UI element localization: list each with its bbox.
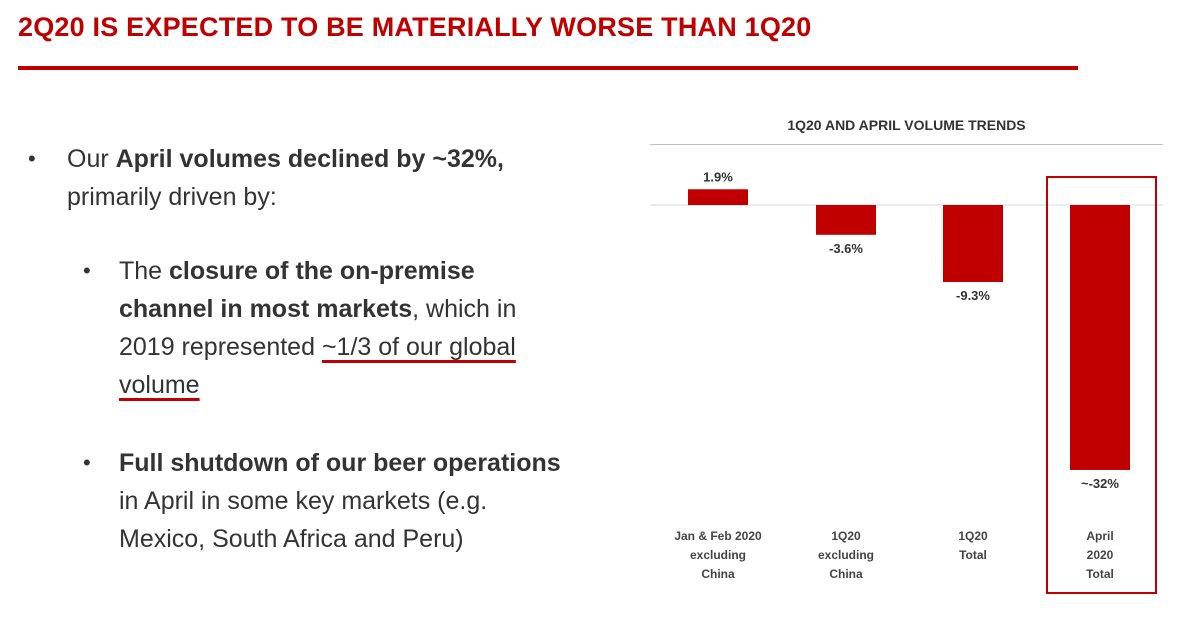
bullet-on-premise-closure: • The closure of the on-premise channel … [83, 252, 573, 404]
chart-title-divider [650, 144, 1163, 145]
volume-trends-chart: 1.9% -3.6% -9.3% ~-32% [650, 169, 1163, 491]
bullet-text-plain: primarily driven by: [67, 183, 277, 211]
data-label-2: -3.6% [829, 241, 863, 256]
category-label-line: excluding [817, 548, 874, 562]
bullet-text-plain: in April in some key markets (e.g. Mexic… [119, 487, 488, 553]
category-label-line: Jan & Feb 2020 [674, 529, 762, 543]
data-label-4: ~-32% [1081, 476, 1119, 491]
chart-title: 1Q20 AND APRIL VOLUME TRENDS [787, 117, 1026, 133]
bullet-text-bold: closure of the on-premise channel in mos… [119, 257, 475, 323]
category-label-line: China [701, 567, 735, 581]
bar-2 [816, 205, 876, 235]
category-label-3: 1Q20 Total [913, 527, 1033, 565]
bullet-text: The closure of the on-premise channel in… [83, 252, 573, 404]
category-label-line: 2020 [1086, 548, 1114, 562]
bullet-text-plain: , which in 2019 represented [119, 295, 517, 361]
category-label-2: 1Q20 excluding China [786, 527, 906, 584]
bar-4 [1070, 205, 1130, 470]
category-label-line: China [829, 567, 863, 581]
bar-1 [688, 189, 748, 205]
category-label-line: 1Q20 [831, 529, 861, 543]
bullet-text-bold: April volumes declined by ~32%, [115, 145, 504, 173]
bullet-marker: • [83, 258, 91, 283]
category-label-line: 1Q20 [958, 529, 988, 543]
category-label-line: Total [959, 548, 987, 562]
category-label-line: Total [1086, 567, 1114, 581]
category-label-4: April 2020 Total [1040, 527, 1160, 584]
bullet-text-plain: The [119, 257, 170, 285]
bullet-text-underlined: ~1/3 of our global volume [119, 333, 516, 399]
category-label-line: excluding [689, 548, 746, 562]
category-label-1: Jan & Feb 2020 excluding China [658, 527, 778, 584]
bullet-text: Our April volumes declined by ~32%, prim… [28, 140, 588, 216]
page-title: 2Q20 IS EXPECTED TO BE MATERIALLY WORSE … [18, 12, 812, 42]
category-label-line: April [1086, 529, 1114, 543]
bar-3 [943, 205, 1003, 283]
bullet-marker: • [28, 146, 36, 171]
bullet-full-shutdown: • Full shutdown of our beer operations i… [83, 444, 573, 558]
bullet-text-bold: Full shutdown of our beer operations [119, 449, 561, 477]
data-label-3: -9.3% [956, 288, 990, 303]
april-highlight-box [1046, 176, 1157, 594]
bullet-text-plain: Our [67, 145, 116, 173]
data-label-1: 1.9% [703, 169, 733, 184]
title-divider [18, 66, 1078, 70]
bullet-marker: • [83, 450, 91, 475]
bullet-april-volumes: • Our April volumes declined by ~32%, pr… [28, 140, 588, 216]
bullet-text: Full shutdown of our beer operations in … [83, 444, 573, 558]
